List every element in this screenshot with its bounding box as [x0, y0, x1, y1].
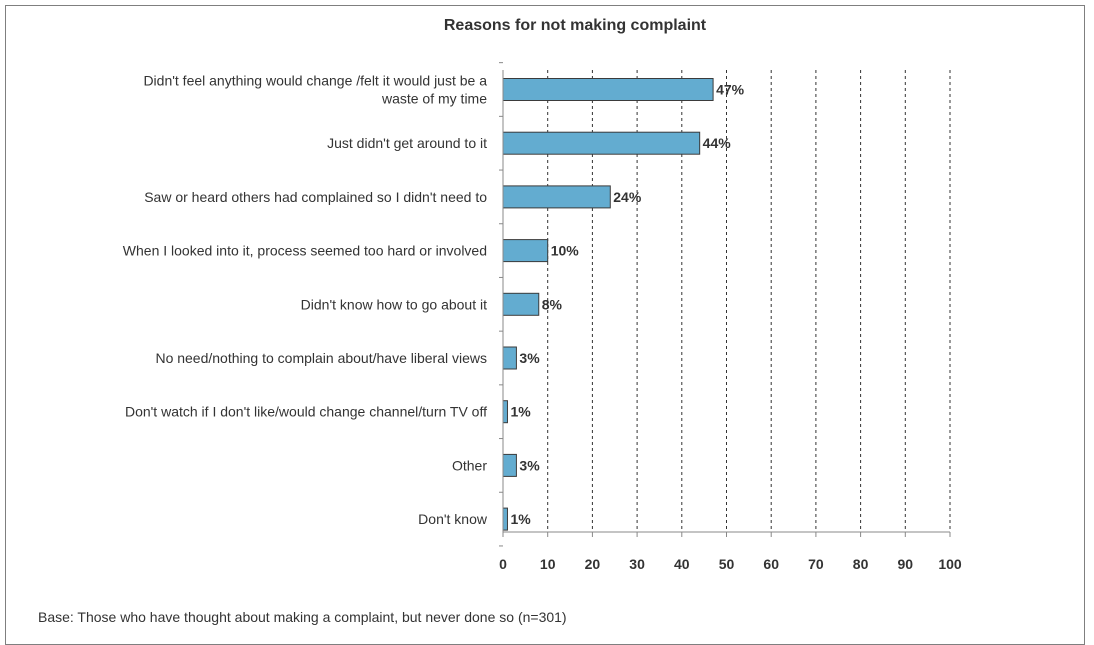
value-label: 10%	[551, 243, 580, 259]
category-label: Don't watch if I don't like/would change…	[125, 404, 487, 420]
footnote: Base: Those who have thought about makin…	[38, 609, 567, 625]
bar	[503, 79, 713, 101]
x-tick-label: 60	[763, 556, 779, 572]
bar	[503, 401, 507, 423]
x-tick-label: 10	[540, 556, 556, 572]
category-label: No need/nothing to complain about/have l…	[155, 350, 487, 366]
bar	[503, 454, 516, 476]
bar	[503, 293, 539, 315]
value-label: 47%	[716, 82, 745, 98]
x-tick-label: 80	[853, 556, 869, 572]
x-tick-label: 20	[585, 556, 601, 572]
x-tick-label: 0	[499, 556, 507, 572]
category-label: Don't know	[418, 511, 488, 527]
value-label: 24%	[613, 189, 642, 205]
value-label: 3%	[519, 350, 540, 366]
x-tick-label: 40	[674, 556, 690, 572]
category-label: Didn't know how to go about it	[301, 296, 487, 312]
category-label: Saw or heard others had complained so I …	[144, 189, 487, 205]
value-label: 1%	[510, 511, 531, 527]
category-label: Other	[452, 457, 487, 473]
category-label: waste of my time	[381, 91, 487, 107]
bar	[503, 240, 548, 262]
bar	[503, 347, 516, 369]
bar	[503, 132, 700, 154]
value-label: 3%	[519, 457, 540, 473]
value-label: 1%	[510, 404, 531, 420]
category-label: Didn't feel anything would change /felt …	[143, 73, 487, 89]
x-tick-label: 30	[629, 556, 645, 572]
bar	[503, 508, 507, 530]
category-label: When I looked into it, process seemed to…	[123, 243, 487, 259]
value-label: 44%	[703, 135, 732, 151]
category-label: Just didn't get around to it	[327, 135, 487, 151]
value-label: 8%	[542, 296, 563, 312]
x-tick-label: 90	[898, 556, 914, 572]
bar	[503, 186, 610, 208]
x-tick-label: 100	[938, 556, 962, 572]
x-tick-label: 50	[719, 556, 735, 572]
x-tick-label: 70	[808, 556, 824, 572]
category-labels: Didn't feel anything would change /felt …	[123, 73, 488, 528]
